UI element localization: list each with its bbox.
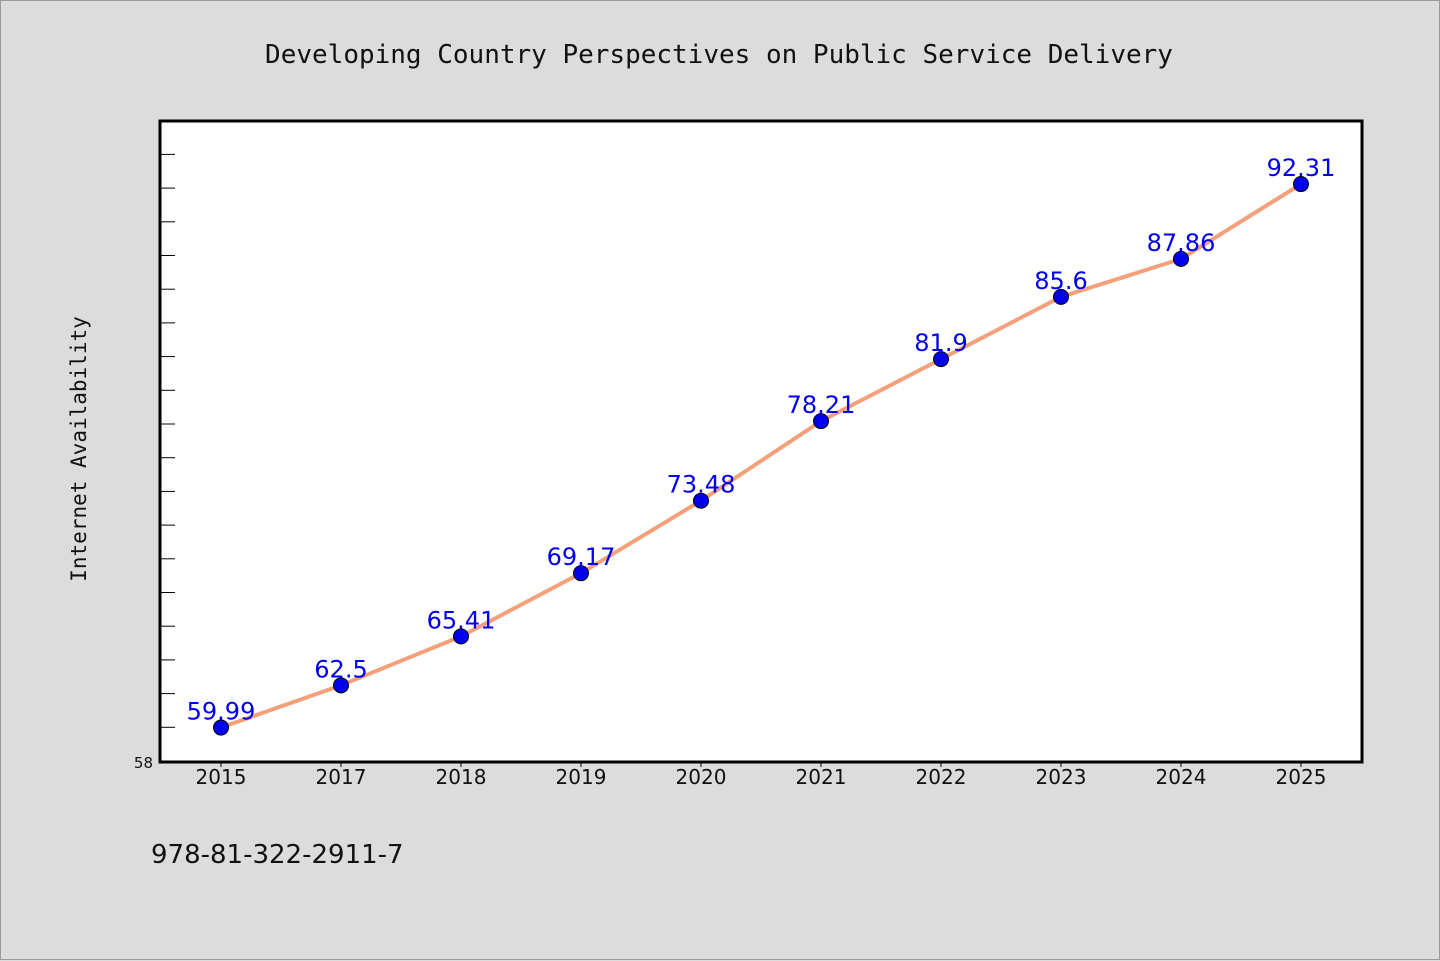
x-tick-label: 2025 (1276, 765, 1327, 789)
x-tick-label: 2022 (916, 765, 967, 789)
data-label: 69.17 (547, 543, 616, 571)
isbn-footer: 978-81-322-2911-7 (151, 840, 404, 870)
y-tick-label-min: 58 (134, 754, 153, 772)
series-line (219, 182, 1303, 730)
data-label: 78.21 (787, 391, 856, 419)
data-point (1293, 176, 1309, 193)
x-tick-label: 2021 (796, 765, 847, 789)
x-tick-label: 2020 (676, 765, 727, 789)
y-axis-label: Internet Availability (67, 316, 91, 582)
x-tick-label: 2018 (436, 765, 487, 789)
plot-area (158, 119, 1364, 764)
data-point (813, 413, 829, 430)
data-point (1053, 288, 1069, 305)
data-point (693, 492, 709, 509)
data-label: 65.41 (427, 606, 496, 634)
data-markers (213, 176, 1309, 736)
chart-title: Developing Country Perspectives on Publi… (265, 40, 1173, 70)
data-label: 62.5 (314, 655, 367, 683)
data-label: 85.6 (1034, 267, 1087, 295)
data-label: 81.9 (914, 329, 967, 357)
data-label: 59.99 (187, 698, 256, 726)
y-axis-ticks (161, 153, 175, 728)
data-point (573, 565, 589, 582)
x-axis-ticks: 2015 2017 2018 2019 2020 2021 2022 2023 2024 2025 (196, 761, 1327, 789)
x-tick-label: 2024 (1156, 765, 1207, 789)
data-point (453, 628, 469, 645)
data-labels: 59.99 62.5 65.41 69.17 73.48 78.21 81.9 85.6 87.… (187, 154, 1336, 725)
data-point (333, 677, 349, 694)
data-label: 87.86 (1147, 229, 1216, 257)
data-label: 92.31 (1267, 154, 1336, 182)
x-tick-label: 2023 (1036, 765, 1087, 789)
x-tick-label: 2017 (316, 765, 367, 789)
x-tick-label: 2015 (196, 765, 247, 789)
x-tick-label: 2019 (556, 765, 607, 789)
data-label: 73.48 (667, 471, 736, 499)
data-point (1173, 250, 1189, 267)
data-point (213, 719, 229, 736)
data-point (933, 351, 949, 368)
